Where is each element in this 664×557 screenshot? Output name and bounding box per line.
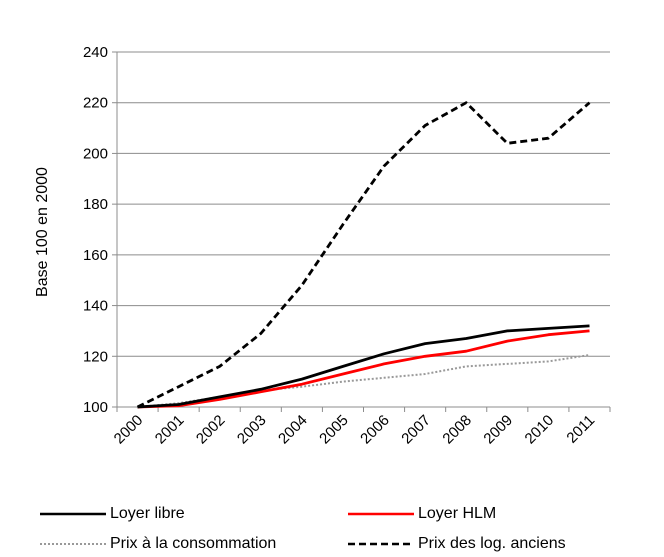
x-tick-label: 2004 xyxy=(275,412,311,448)
y-tick-labels: 100 120 140 160 180 200 220 240 xyxy=(83,44,108,416)
legend-label: Prix des log. anciens xyxy=(418,535,566,552)
legend-item-prix-log-anciens: Prix des log. anciens xyxy=(348,534,566,554)
y-axis-label: Base 100 en 2000 xyxy=(34,167,51,297)
x-tick-labels: 2000 2001 2002 2003 2004 2005 2006 2007 2008 2009… xyxy=(111,412,599,448)
x-tick-label: 2011 xyxy=(563,412,598,447)
x-tick-label: 2003 xyxy=(234,412,270,448)
x-tick-label: 2001 xyxy=(152,412,188,448)
series-line-loyer-hlm xyxy=(137,329,590,409)
x-tick-label: 2006 xyxy=(357,412,393,448)
x-tick-label: 2010 xyxy=(522,412,558,448)
y-tick-label: 240 xyxy=(83,44,108,61)
legend-item-loyer-libre: Loyer libre xyxy=(40,504,185,524)
series-line-loyer-libre xyxy=(137,324,590,409)
series-lines xyxy=(136,101,591,409)
x-tick-label: 2005 xyxy=(316,412,352,448)
legend-swatch-dashed-black xyxy=(348,542,414,546)
x-tick-label: 2000 xyxy=(111,412,147,448)
series-line-prix-des-log-anciens xyxy=(136,101,591,409)
legend-label: Prix à la consommation xyxy=(110,535,277,552)
y-tick-label: 180 xyxy=(83,196,108,213)
y-tick-label: 160 xyxy=(83,247,108,264)
y-tick-label: 140 xyxy=(83,298,108,315)
legend-item-loyer-hlm: Loyer HLM xyxy=(348,504,496,524)
y-tick-label: 100 xyxy=(83,399,108,416)
legend-swatch-solid-black xyxy=(40,512,106,516)
legend-swatch-dotted-grey xyxy=(40,543,106,545)
y-tick-label: 120 xyxy=(83,348,108,365)
x-tick-label: 2009 xyxy=(480,412,516,448)
x-tick-label: 2002 xyxy=(193,412,229,448)
legend: Loyer libre Loyer HLM Prix à la consomma… xyxy=(0,500,664,557)
x-tick-label: 2008 xyxy=(439,412,475,448)
legend-swatch-solid-red xyxy=(348,512,414,516)
gridlines xyxy=(117,51,610,357)
y-tick-label: 220 xyxy=(83,95,108,112)
axes xyxy=(112,51,611,412)
legend-item-prix-consommation: Prix à la consommation xyxy=(40,534,276,554)
legend-label: Loyer libre xyxy=(110,505,185,522)
legend-label: Loyer HLM xyxy=(418,505,497,522)
x-tick-label: 2007 xyxy=(398,412,434,448)
y-tick-label: 200 xyxy=(83,145,108,162)
